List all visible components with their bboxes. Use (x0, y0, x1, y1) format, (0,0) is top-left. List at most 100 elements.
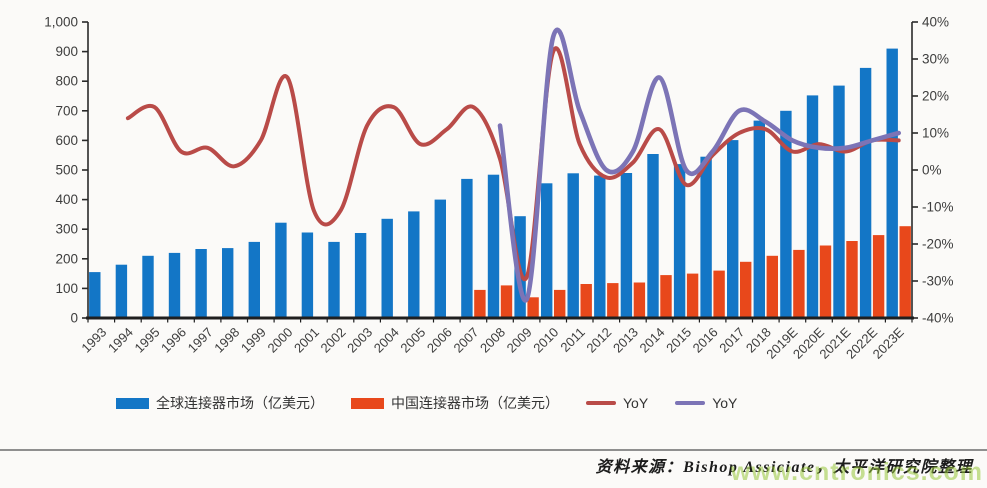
x-label-2014: 2014 (637, 325, 668, 356)
x-label-2003: 2003 (344, 325, 375, 356)
x-label-2015: 2015 (663, 325, 694, 356)
bar-china-2008 (500, 285, 513, 318)
x-label-2008: 2008 (477, 325, 508, 356)
left-tick-label: 200 (55, 251, 78, 266)
bar-china-2021E (846, 241, 858, 318)
left-tick-label: 0 (70, 311, 78, 326)
right-tick-label: -30% (922, 274, 954, 289)
bar-china-2018 (766, 255, 778, 318)
right-tick-label: 20% (922, 89, 949, 104)
bar-global-1994 (115, 264, 128, 318)
bar-global-2020E (806, 95, 819, 319)
bar-china-2016 (713, 270, 725, 318)
legend-item-global-market: 全球连接器市场（亿美元） (116, 393, 324, 413)
bar-global-1998 (222, 248, 234, 318)
left-tick-label: 900 (55, 44, 78, 59)
left-tick-label: 300 (55, 222, 78, 237)
x-label-1998: 1998 (211, 325, 242, 356)
x-label-2017: 2017 (716, 325, 747, 356)
right-tick-label: -40% (922, 311, 954, 326)
bar-global-2019E (780, 110, 792, 318)
bar-global-2012 (594, 175, 606, 318)
bar-global-2004 (381, 218, 393, 318)
bar-global-2011 (567, 173, 579, 318)
bar-global-1997 (195, 249, 207, 318)
bar-global-2006 (434, 199, 446, 318)
bar-global-2008 (487, 174, 500, 318)
china-yoy-line-swatch (675, 401, 706, 405)
bar-china-2007 (474, 289, 486, 318)
bar-china-2013 (633, 282, 646, 318)
x-label-2004: 2004 (371, 325, 402, 356)
chart-legend: 全球连接器市场（亿美元） 中国连接器市场（亿美元） YoY YoY (116, 393, 737, 413)
bar-global-2023E (886, 48, 898, 318)
connector-market-chart: 1,000 900 800 700 600 500 400 300 200 100 0 40% 30% 2… (44, 15, 954, 362)
legend-item-china-market: 中国连接器市场（亿美元） (351, 393, 559, 413)
global-yoy-line-swatch (586, 401, 616, 405)
x-label-2023E: 2023E (870, 324, 907, 361)
right-tick-label: -20% (922, 237, 954, 252)
right-tick-label: 10% (922, 126, 949, 141)
bar-global-1993 (89, 272, 101, 318)
x-label-2011: 2011 (557, 325, 587, 355)
left-tick-label: 1,000 (44, 15, 78, 30)
bar-china-2009 (527, 297, 539, 318)
bar-china-2023E (899, 226, 911, 318)
x-label-2013: 2013 (610, 325, 641, 356)
x-label-1993: 1993 (78, 325, 109, 356)
yoy-line-china (497, 27, 901, 303)
left-tick-label: 600 (55, 133, 78, 148)
bar-global-2016 (700, 156, 712, 318)
left-tick-label: 400 (55, 192, 78, 207)
x-label-1997: 1997 (185, 325, 216, 356)
source-note: 资料来源：Bishop Assiciate，太平洋研究院整理 (595, 459, 973, 476)
bar-global-2000 (275, 222, 287, 318)
left-tick-label: 100 (55, 281, 78, 296)
right-tick-label: 30% (922, 52, 949, 67)
x-label-1995: 1995 (132, 325, 163, 356)
bar-china-2019E (793, 249, 805, 318)
left-tick-label: 700 (55, 103, 78, 118)
bar-global-2003 (354, 233, 367, 318)
bar-global-2022E (859, 67, 872, 319)
x-label-2010: 2010 (530, 325, 561, 356)
bar-global-2001 (301, 232, 314, 318)
bar-china-2020E (819, 245, 832, 318)
bar-global-2007 (461, 178, 473, 318)
bar-china-2014 (660, 275, 672, 318)
bar-global-1996 (168, 252, 181, 318)
bar-china-2022E (872, 235, 885, 318)
bar-global-1999 (248, 241, 260, 318)
bar-china-2010 (554, 289, 566, 318)
bar-china-2011 (580, 284, 592, 318)
bar-global-2005 (408, 211, 420, 318)
global-market-swatch (116, 397, 149, 409)
legend-item-china-yoy: YoY (675, 395, 737, 411)
bar-global-2018 (753, 120, 765, 318)
right-tick-label: 40% (922, 15, 949, 30)
left-tick-label: 800 (55, 74, 78, 89)
legend-label: 中国连接器市场（亿美元） (391, 395, 559, 411)
bar-global-2015 (673, 164, 686, 318)
china-market-swatch (351, 397, 384, 409)
x-label-2007: 2007 (450, 325, 481, 356)
bar-global-2014 (647, 154, 659, 318)
legend-label: YoY (712, 395, 738, 411)
bar-global-2010 (541, 183, 553, 318)
right-tick-label: -10% (922, 200, 954, 215)
x-label-2009: 2009 (504, 325, 535, 356)
bar-global-2002 (328, 241, 340, 318)
legend-item-global-yoy: YoY (586, 395, 648, 411)
bar-china-2015 (686, 273, 699, 318)
x-label-2002: 2002 (318, 325, 349, 356)
footer-divider (0, 449, 987, 451)
x-label-2016: 2016 (690, 325, 721, 356)
bar-global-1995 (142, 255, 154, 318)
bar-global-2017 (727, 140, 739, 318)
x-label-2005: 2005 (397, 325, 428, 356)
x-label-2012: 2012 (583, 325, 614, 356)
x-label-1996: 1996 (158, 325, 189, 356)
x-label-2000: 2000 (264, 325, 295, 356)
x-label-2006: 2006 (424, 325, 455, 356)
